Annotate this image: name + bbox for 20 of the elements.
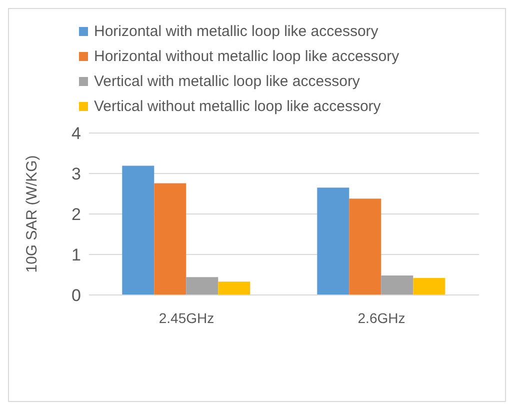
bar (381, 276, 414, 295)
legend-label: Horizontal without metallic loop like accessory (94, 48, 400, 65)
bar (122, 166, 154, 295)
bar (349, 198, 382, 295)
bar (218, 282, 250, 295)
y-tick-label: 1 (72, 246, 81, 265)
y-tick-label: 2 (72, 205, 81, 224)
x-tick-label: 2.45GHz (158, 310, 214, 326)
bar (413, 278, 446, 295)
y-tick-label: 0 (72, 286, 81, 306)
y-tick-label: 3 (72, 164, 81, 184)
bar (317, 188, 350, 295)
x-tick-label: 2.6GHz (358, 310, 406, 326)
bar (186, 277, 218, 295)
y-axis-title: 10G SAR (W/KG) (23, 155, 40, 273)
legend-label: Horizontal with metallic loop like accessory (94, 23, 378, 40)
legend-label: Vertical with metallic loop like accessory (94, 73, 360, 90)
y-tick-label: 4 (72, 124, 81, 144)
bar (154, 183, 186, 295)
legend-label: Vertical without metallic loop like accessory (94, 98, 381, 115)
